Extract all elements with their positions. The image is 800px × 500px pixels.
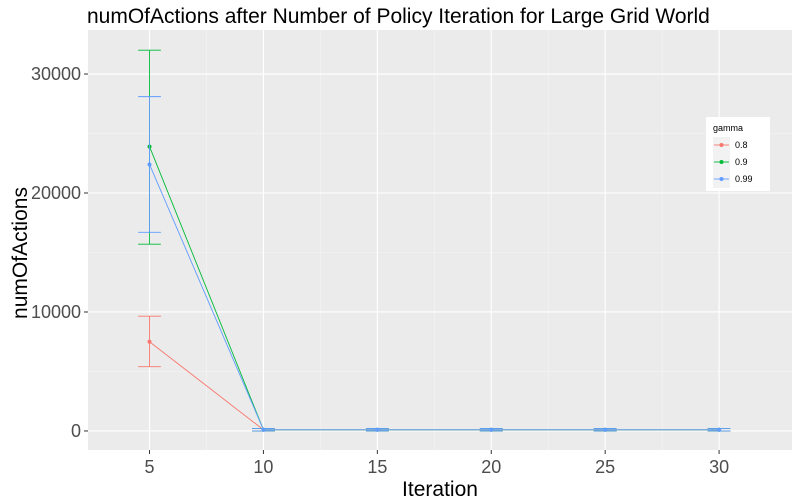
plot-panel bbox=[88, 30, 792, 450]
legend-label: 0.9 bbox=[735, 157, 748, 167]
y-tick-label: 20000 bbox=[31, 183, 81, 203]
x-tick-label: 10 bbox=[253, 457, 273, 477]
legend-label: 0.8 bbox=[735, 140, 748, 150]
x-axis-title: Iteration bbox=[402, 478, 478, 500]
x-axis: 5 10 15 20 25 30 bbox=[145, 450, 729, 477]
data-point bbox=[375, 427, 380, 432]
legend: gamma 0.8 0.9 0.99 bbox=[706, 117, 770, 191]
legend-item-0.9: 0.9 bbox=[713, 154, 748, 171]
legend-key-point bbox=[719, 143, 724, 147]
minor-gridlines bbox=[88, 30, 792, 450]
y-axis-title: numOfActions bbox=[9, 187, 32, 319]
x-tick-label: 5 bbox=[145, 457, 155, 477]
x-tick-label: 15 bbox=[367, 457, 387, 477]
legend-label: 0.99 bbox=[735, 174, 753, 184]
legend-key-point bbox=[719, 177, 724, 181]
legend-key-point bbox=[719, 160, 724, 164]
legend-item-0.99: 0.99 bbox=[713, 171, 753, 188]
chart-title: numOfActions after Number of Policy Iter… bbox=[87, 5, 710, 28]
legend-item-0.8: 0.8 bbox=[713, 137, 748, 154]
x-tick-label: 25 bbox=[595, 457, 615, 477]
data-point bbox=[603, 427, 608, 432]
series-layer bbox=[138, 49, 731, 432]
y-tick-label: 30000 bbox=[31, 64, 81, 84]
y-axis: 0 10000 20000 30000 bbox=[31, 64, 88, 441]
data-point bbox=[717, 427, 722, 432]
y-tick-label: 10000 bbox=[31, 302, 81, 322]
x-tick-label: 30 bbox=[709, 457, 729, 477]
data-point bbox=[261, 427, 266, 432]
data-point bbox=[147, 339, 152, 344]
legend-title: gamma bbox=[713, 123, 743, 133]
data-point bbox=[147, 162, 152, 167]
data-point bbox=[489, 427, 494, 432]
series-line bbox=[149, 164, 720, 431]
x-tick-label: 20 bbox=[481, 457, 501, 477]
series-0.99 bbox=[138, 96, 731, 432]
y-tick-label: 0 bbox=[71, 421, 81, 441]
